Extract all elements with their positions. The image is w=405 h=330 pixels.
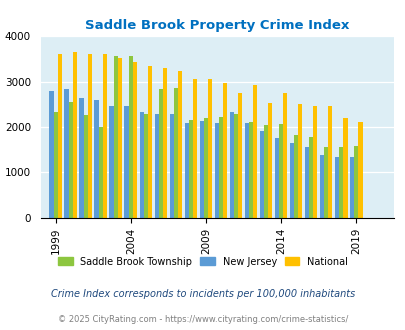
Bar (248, 122, 252, 218)
Bar (199, 121, 203, 218)
Bar (58, 53, 62, 218)
Bar (328, 106, 332, 218)
Bar (244, 122, 248, 218)
Bar (154, 114, 158, 218)
Bar (113, 56, 117, 218)
Bar (203, 118, 207, 218)
Bar (283, 92, 287, 218)
Bar (308, 137, 313, 218)
Bar (233, 114, 237, 218)
Bar (252, 85, 257, 218)
Bar (304, 148, 308, 218)
Bar (169, 114, 173, 218)
Bar (293, 135, 298, 218)
Bar (278, 124, 283, 218)
Bar (72, 52, 77, 218)
Text: © 2025 CityRating.com - https://www.cityrating.com/crime-statistics/: © 2025 CityRating.com - https://www.city… (58, 315, 347, 324)
Bar (263, 125, 268, 218)
Bar (214, 123, 218, 218)
Bar (349, 157, 353, 218)
Bar (343, 118, 347, 218)
Bar (124, 106, 128, 218)
Bar (323, 147, 328, 218)
Legend: Saddle Brook Township, New Jersey, National: Saddle Brook Township, New Jersey, Natio… (54, 253, 351, 271)
Text: Crime Index corresponds to incidents per 100,000 inhabitants: Crime Index corresponds to incidents per… (51, 289, 354, 299)
Bar (53, 112, 58, 218)
Bar (313, 106, 317, 218)
Bar (117, 58, 122, 218)
Bar (128, 56, 132, 218)
Bar (98, 127, 102, 218)
Bar (79, 98, 83, 218)
Bar (132, 62, 137, 218)
Bar (207, 79, 212, 218)
Bar (222, 83, 227, 218)
Bar (353, 146, 358, 218)
Bar (192, 80, 197, 218)
Bar (64, 89, 68, 218)
Bar (158, 89, 162, 218)
Title: Saddle Brook Property Crime Index: Saddle Brook Property Crime Index (85, 19, 349, 32)
Bar (87, 53, 92, 218)
Bar (109, 106, 113, 218)
Bar (83, 115, 87, 218)
Bar (289, 144, 293, 218)
Bar (229, 112, 233, 218)
Bar (358, 122, 362, 218)
Bar (49, 91, 53, 218)
Bar (338, 147, 343, 218)
Bar (173, 88, 177, 218)
Bar (334, 157, 338, 218)
Bar (237, 92, 242, 218)
Bar (184, 122, 188, 218)
Bar (274, 138, 278, 218)
Bar (147, 66, 152, 218)
Bar (162, 68, 167, 218)
Bar (259, 131, 263, 218)
Bar (298, 104, 302, 218)
Bar (319, 155, 323, 218)
Bar (143, 115, 147, 218)
Bar (218, 117, 222, 218)
Bar (188, 120, 192, 218)
Bar (68, 102, 72, 218)
Bar (94, 100, 98, 218)
Bar (102, 54, 107, 218)
Bar (177, 71, 182, 218)
Bar (268, 104, 272, 218)
Bar (139, 112, 143, 218)
